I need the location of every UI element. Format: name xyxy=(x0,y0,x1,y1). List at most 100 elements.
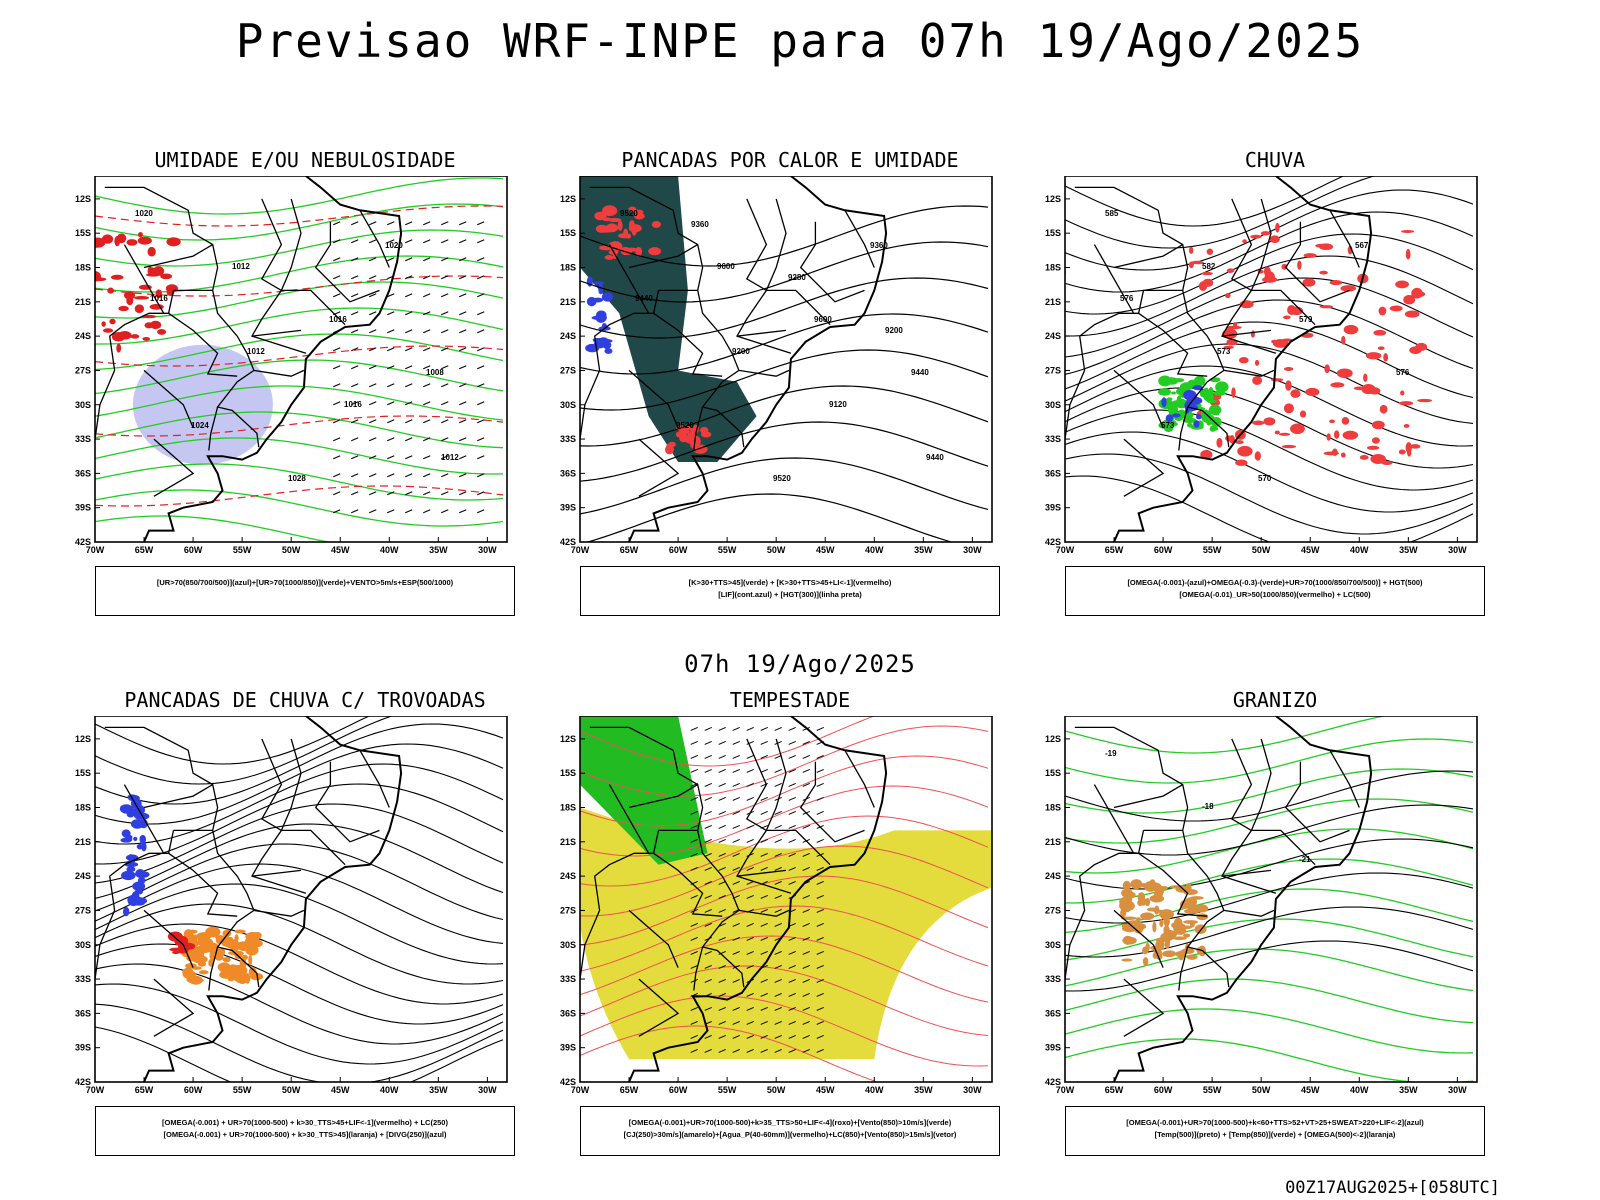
contour-line xyxy=(580,421,989,482)
rain-area-red xyxy=(1235,440,1244,445)
legend-line: [OMEGA(-0.001)+UR>70(1000-500)+k<60+TTS>… xyxy=(1126,1118,1424,1127)
wind-vector xyxy=(459,437,467,442)
contour-label: 9360 xyxy=(691,220,709,229)
border-line xyxy=(765,738,787,831)
wind-vector xyxy=(774,1034,782,1039)
border-line xyxy=(1178,406,1189,451)
contour-line xyxy=(1065,770,1474,822)
contour-line xyxy=(585,493,954,542)
wind-vector xyxy=(423,455,431,460)
wind-vector xyxy=(690,922,698,927)
wind-vector xyxy=(387,257,395,262)
wind-vector xyxy=(816,838,824,843)
lat-tick-label: 15S xyxy=(560,768,576,778)
rain-area-red xyxy=(1395,280,1409,289)
rain-area-blue xyxy=(1193,420,1200,428)
contour-line xyxy=(580,277,989,339)
border-line xyxy=(628,369,679,428)
border-line xyxy=(1093,784,1135,854)
hail-area-orange xyxy=(1132,923,1147,930)
rain-area-red xyxy=(1336,368,1353,379)
contour-line xyxy=(580,313,989,375)
lon-tick-label: 35W xyxy=(429,545,448,555)
contour-line xyxy=(1065,768,1474,814)
wind-vector xyxy=(423,221,431,226)
wind-vector xyxy=(802,978,810,983)
contour-line xyxy=(580,785,989,857)
coastline xyxy=(628,716,888,1082)
wind-vector xyxy=(477,383,485,388)
wind-vector xyxy=(788,1006,796,1011)
wind-vector xyxy=(802,992,810,997)
wind-vector xyxy=(802,1048,810,1053)
hail-area-orange xyxy=(1127,891,1136,899)
wind-vector xyxy=(802,768,810,773)
lat-tick-label: 18S xyxy=(75,263,91,273)
wind-vector xyxy=(746,992,754,997)
border-line xyxy=(1284,221,1350,303)
panel-title: PANCADAS POR CALOR E UMIDADE xyxy=(621,148,959,172)
main-title: Previsao WRF-INPE para 07h 19/Ago/2025 xyxy=(235,14,1365,68)
lon-tick-label: 45W xyxy=(1301,545,1320,555)
wind-vector xyxy=(774,978,782,983)
border-line xyxy=(589,186,704,292)
wind-vector xyxy=(477,275,485,280)
rain-area-red xyxy=(1379,404,1388,414)
contour-line xyxy=(580,716,876,767)
rain-area-red xyxy=(1201,271,1213,276)
rain-area-red xyxy=(1263,417,1276,426)
lon-tick-label: 60W xyxy=(1154,1085,1173,1095)
wind-vector xyxy=(718,978,726,983)
rain-area-red xyxy=(1303,253,1317,258)
storm-area-orange xyxy=(185,963,197,969)
lat-tick-label: 30S xyxy=(1045,400,1061,410)
map-umidade: 1020 1012 1016 1008 1024 1028 1020 1016 1012 1016… xyxy=(75,176,508,555)
instability-area-red xyxy=(631,224,637,236)
hail-area-orange xyxy=(1155,939,1165,950)
wind-vector xyxy=(369,491,377,496)
contour-label: 1012 xyxy=(441,453,459,462)
storm-area-orange xyxy=(236,970,244,981)
map-frame xyxy=(94,176,508,543)
wind-vector xyxy=(746,1006,754,1011)
contour-label: 573 xyxy=(1217,347,1231,356)
hail-area-orange xyxy=(1142,957,1149,966)
wind-vector xyxy=(718,1020,726,1025)
wind-vector xyxy=(718,1048,726,1053)
rain-area-red xyxy=(1254,359,1260,366)
contour-label: 9120 xyxy=(829,400,847,409)
wind-vector xyxy=(405,491,413,496)
lon-tick-label: 35W xyxy=(429,1085,448,1095)
lon-tick-label: 30W xyxy=(478,1085,497,1095)
contour-label: 9440 xyxy=(635,294,653,303)
legend-line: [OMEGA(-0.001) + UR>70(1000-500) + k>30_… xyxy=(163,1130,447,1139)
contour-label: 1016 xyxy=(329,315,347,324)
wind-vector xyxy=(459,491,467,496)
wind-vector xyxy=(704,796,712,801)
border-line xyxy=(1221,869,1272,877)
wind-vector xyxy=(690,978,698,983)
map-frame xyxy=(579,176,993,543)
contour-label: 1012 xyxy=(247,347,265,356)
instability-area-red xyxy=(675,431,682,438)
rain-area-red xyxy=(1283,403,1294,414)
wind-vector xyxy=(816,726,824,731)
humidity-spot-red xyxy=(149,320,162,330)
wind-vector xyxy=(369,311,377,316)
hail-area-orange xyxy=(1140,912,1155,921)
wind-vector xyxy=(704,922,712,927)
wind-vector xyxy=(477,311,485,316)
wind-vector xyxy=(477,491,485,496)
hail-area-orange xyxy=(1145,882,1162,892)
contour-label: 9360 xyxy=(870,241,888,250)
humidity-spot-red xyxy=(118,305,129,312)
rain-area-red xyxy=(1370,454,1386,465)
hail-area-orange xyxy=(1135,917,1141,921)
wind-vector xyxy=(760,726,768,731)
wind-vector xyxy=(690,1020,698,1025)
legend-box: [K>30+TTS>45](verde) + [K>30+TTS>45+LI<-… xyxy=(580,566,1000,616)
divergence-area-blue xyxy=(133,897,148,905)
rain-area-red xyxy=(1223,345,1234,350)
wind-vector xyxy=(732,838,740,843)
